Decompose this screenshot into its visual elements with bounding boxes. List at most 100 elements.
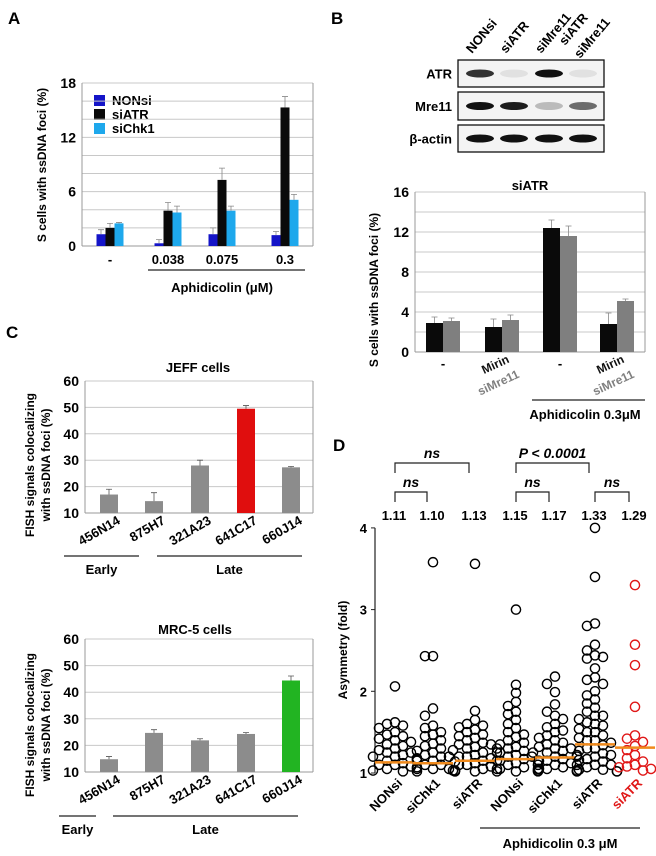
category-label: 660J14: [259, 512, 305, 547]
group-label: Late: [216, 562, 243, 577]
point-NONsi: [494, 755, 506, 767]
panel-c-jeff-ylabel-line2: with ssDNA foci (%): [39, 409, 53, 523]
point-siChk1: [557, 725, 569, 736]
panel-d-group-label: Aphidicolin 0.3 μM: [503, 836, 618, 851]
category-label: NONsi: [487, 776, 526, 815]
error-bar: [106, 756, 112, 760]
y-tick-label: 16: [393, 184, 409, 200]
point-NONsi: [510, 714, 522, 726]
point-siATR: [469, 741, 481, 753]
point-siATR: [469, 757, 481, 769]
y-tick-label: 30: [63, 711, 79, 727]
error-bar: [507, 314, 514, 320]
point-siChk1: [427, 650, 439, 662]
comparison-bracket: [394, 491, 428, 502]
bar-JEFF-4: [282, 467, 300, 513]
error-bar: [98, 229, 104, 235]
point-siChk1: [427, 703, 439, 714]
error-bar: [288, 466, 294, 468]
bar-siChk1-1: [172, 212, 182, 246]
panel-d-ylabel: Asymmetry (fold): [336, 601, 350, 700]
point-siATR: [581, 753, 593, 765]
point-NONsi: [381, 739, 393, 750]
point-siChk1: [541, 763, 553, 775]
point-siATR: [629, 659, 641, 671]
point-siATR: [447, 744, 459, 756]
bar-NONsi-3: [271, 235, 281, 246]
legend-swatch-nonsi: [94, 95, 105, 106]
point-siATR: [621, 744, 633, 756]
point-siChk1: [419, 650, 431, 662]
point-siATR: [589, 718, 601, 730]
point-siATR: [589, 522, 601, 534]
point-NONsi: [397, 720, 409, 731]
point-siATR: [597, 678, 609, 690]
blot-band: [535, 69, 563, 78]
significance-label: P < 0.0001: [519, 445, 587, 461]
bar-MRC-5-0: [100, 759, 118, 772]
point-NONsi: [373, 733, 385, 744]
point-siATR: [589, 663, 601, 674]
mean-value-label: 1.10: [419, 508, 444, 523]
legend-label-nonsi: NONsi: [112, 93, 152, 108]
bar-black-3: [600, 324, 617, 352]
blot-row-label: Mre11: [415, 99, 452, 114]
error-bar: [228, 205, 234, 211]
point-siATR: [589, 686, 601, 697]
panel-c-mrc5-ylabel-line1: FISH signals colocalizing: [23, 653, 37, 797]
error-bar: [548, 219, 555, 228]
point-siChk1: [541, 706, 553, 718]
point-siATR: [621, 752, 633, 764]
point-NONsi: [381, 718, 393, 730]
point-NONsi: [373, 722, 385, 734]
point-siChk1: [541, 755, 553, 767]
point-siChk1: [541, 721, 553, 733]
point-NONsi: [532, 759, 544, 771]
panel-b-title: siATR: [512, 178, 549, 193]
panel-label-a: A: [8, 9, 20, 28]
error-bar: [197, 738, 203, 741]
bar-gray-1: [502, 320, 519, 352]
error-bar: [165, 202, 171, 211]
y-tick-label: 6: [68, 184, 76, 200]
point-NONsi: [510, 604, 522, 615]
bar-siChk1-0: [114, 223, 124, 246]
error-bar: [273, 231, 279, 236]
y-tick-label: 40: [63, 426, 79, 442]
blot-row-label: β-actin: [409, 132, 452, 147]
error-bar: [107, 222, 113, 228]
point-NONsi: [510, 679, 522, 691]
blot-band: [500, 102, 528, 110]
error-bar: [291, 193, 297, 200]
point-siATR: [453, 730, 465, 742]
error-bar: [565, 225, 572, 236]
significance-label: ns: [604, 474, 621, 490]
y-tick-label: 10: [63, 764, 79, 780]
blot-row-label: ATR: [426, 67, 452, 82]
mean-value-label: 1.15: [502, 508, 527, 523]
error-bar: [219, 167, 225, 180]
mean-value-label: 1.17: [541, 508, 566, 523]
y-tick-label: 4: [360, 521, 368, 536]
category-label: 456N14: [76, 771, 124, 807]
category-label: 321A23: [167, 772, 214, 808]
point-siChk1: [533, 741, 545, 753]
point-NONsi: [389, 681, 401, 692]
category-label: 0.038: [152, 252, 185, 267]
category-label: 875H7: [127, 772, 168, 804]
y-tick-label: 50: [63, 399, 79, 415]
point-siChk1: [549, 699, 561, 710]
blot-band: [466, 134, 494, 143]
error-bar: [243, 732, 249, 734]
point-NONsi: [510, 766, 522, 777]
point-siATR: [629, 579, 641, 591]
point-siATR: [629, 759, 641, 771]
point-siChk1: [435, 759, 447, 771]
comparison-bracket: [594, 491, 630, 502]
y-tick-label: 12: [60, 129, 76, 145]
point-siATR: [581, 674, 593, 686]
point-siChk1: [557, 761, 569, 773]
point-siATR: [469, 558, 481, 570]
point-NONsi: [502, 718, 514, 730]
